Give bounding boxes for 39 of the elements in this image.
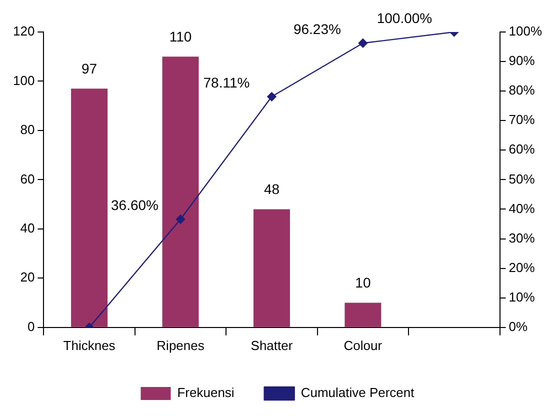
data-label: 96.23% (293, 20, 341, 37)
y-tick-label: 0 (27, 318, 35, 334)
y2-tick-label: 60% (508, 142, 536, 157)
x-tick-label: Ripenes (156, 338, 205, 353)
y-tick-label: 40 (20, 220, 35, 236)
point (176, 214, 186, 224)
x-tick-label: Shatter (250, 338, 294, 353)
y-tick-label: 20 (20, 270, 35, 285)
legend-label: Frekuensi (177, 385, 234, 400)
point (358, 38, 368, 48)
y2-tick-label: 70% (508, 112, 536, 128)
data-label: 10 (355, 274, 371, 291)
y-tick-label: 100 (12, 72, 35, 88)
y2-tick-label: 90% (508, 53, 536, 68)
y-tick-label: 120 (12, 24, 35, 39)
bar (344, 302, 382, 327)
bar (253, 209, 290, 327)
data-label: 100.00% (376, 10, 432, 26)
y2-tick-label: 50% (508, 171, 536, 186)
data-label: 110 (169, 28, 192, 44)
point (267, 92, 276, 102)
bar (71, 88, 108, 327)
x-tick-label: Thicknes (63, 338, 116, 353)
data-label: 48 (264, 181, 280, 198)
y2-tick-label: 0% (508, 318, 528, 334)
y2-tick-label: 10% (508, 289, 536, 304)
y2-tick-label: 30% (508, 230, 536, 246)
data-label: 78.11% (203, 74, 250, 91)
y2-tick-label: 20% (508, 260, 536, 275)
y2-tick-label: 100% (508, 24, 542, 39)
y-tick-label: 80 (20, 122, 35, 138)
bar (162, 56, 199, 327)
x-tick-label: Colour (344, 338, 383, 353)
y2-tick-label: 40% (508, 200, 536, 216)
y2-tick-label: 80% (508, 82, 536, 98)
data-label: 97 (82, 60, 98, 76)
legend-label: Cumulative Percent (300, 385, 415, 400)
y-tick-label: 60 (20, 171, 35, 186)
data-label: 36.60% (111, 197, 159, 214)
